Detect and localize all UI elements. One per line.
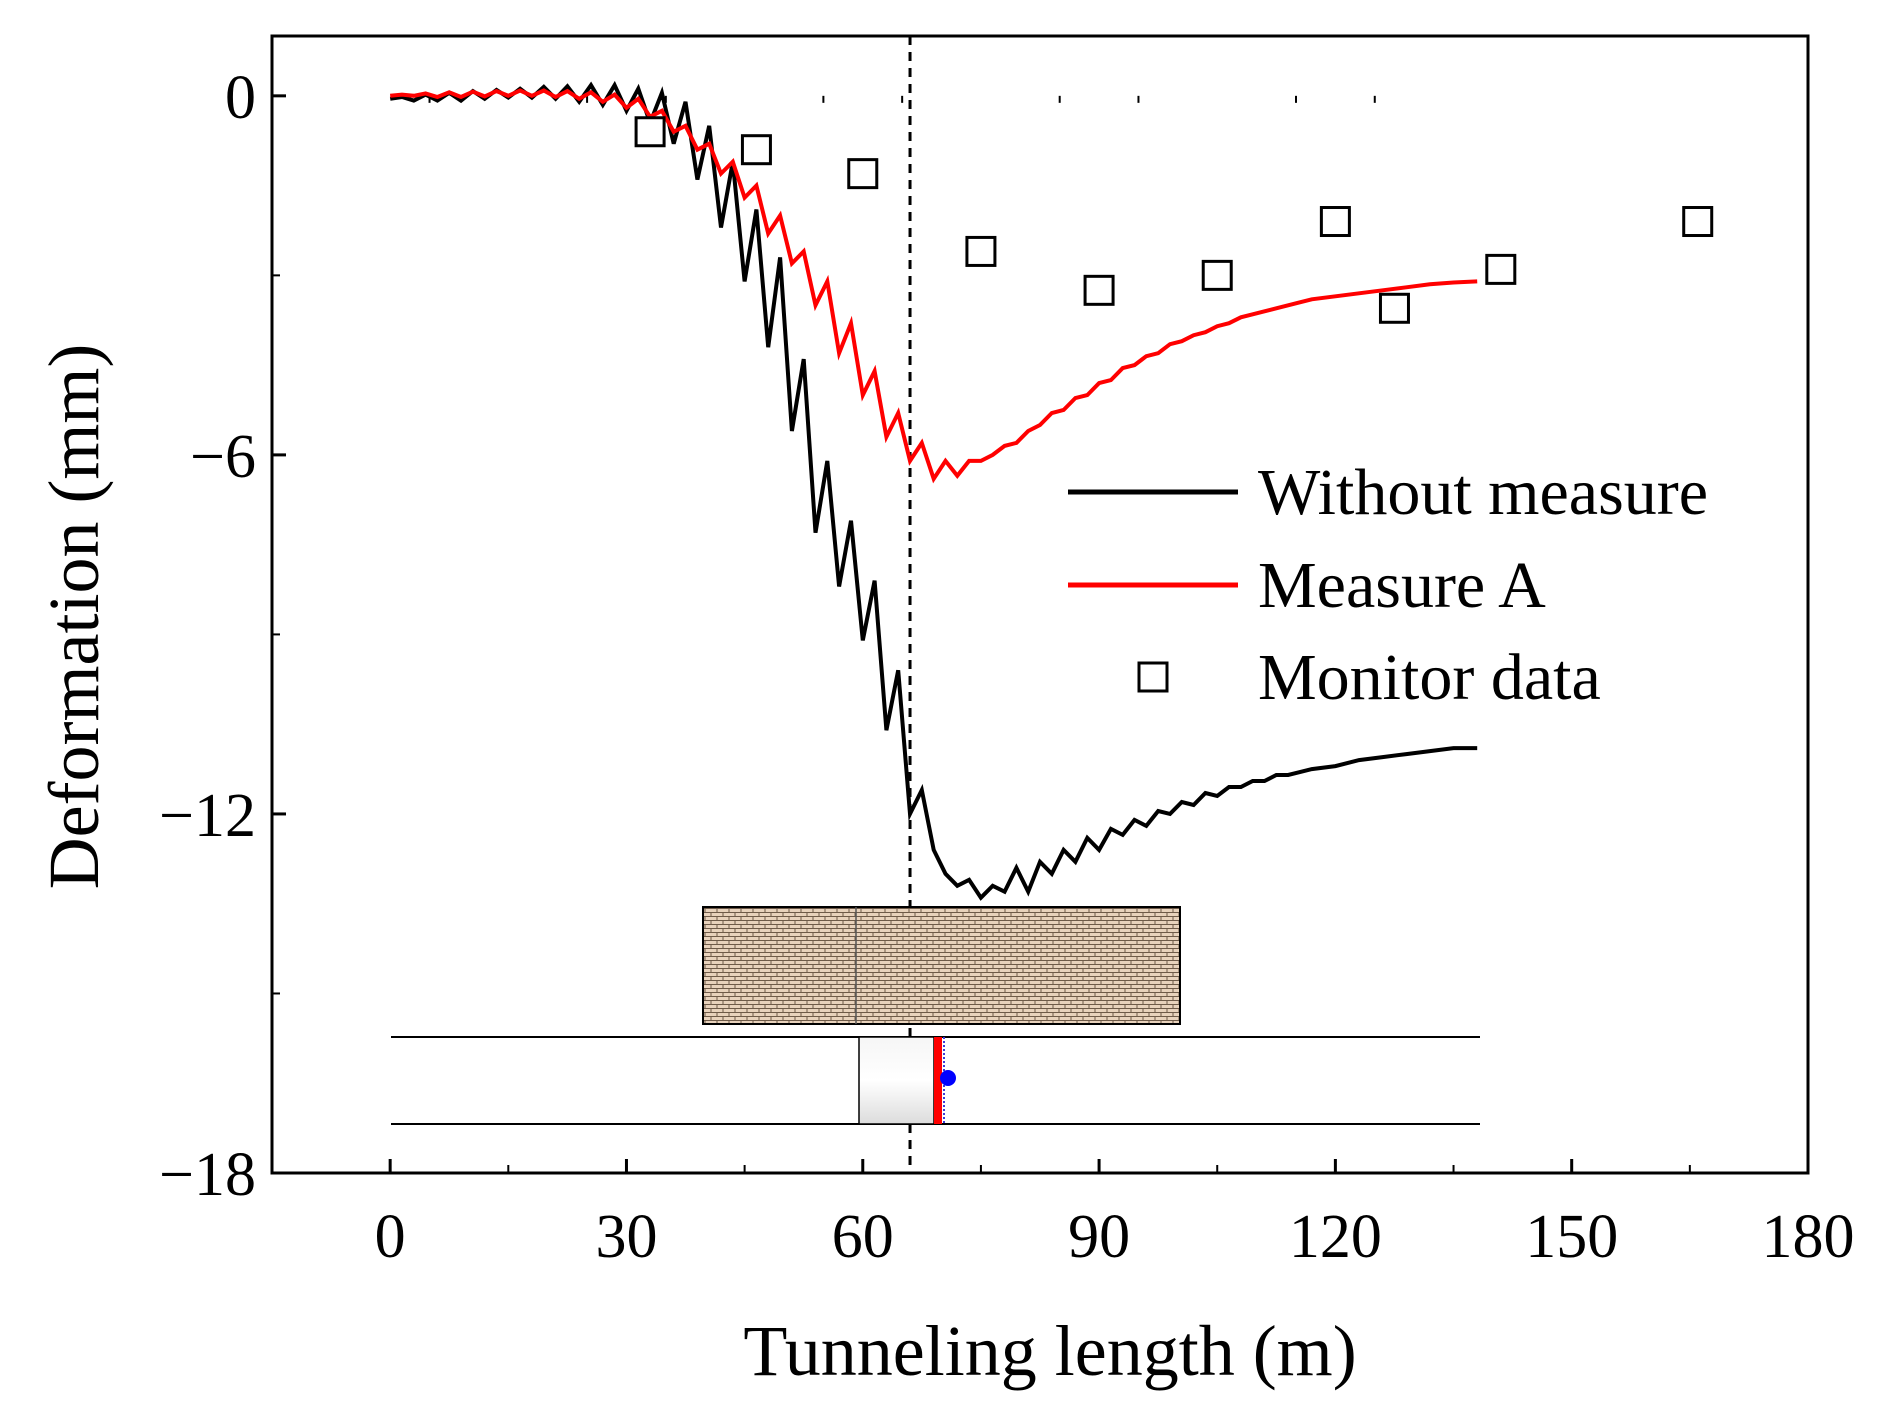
- x-tick-label: 120: [1289, 1203, 1382, 1271]
- legend-label-without-measure: Without measure: [1258, 456, 1708, 529]
- y-axis-ticks: 0 −6 −12 −18: [159, 64, 286, 1209]
- y-tick-label: −12: [159, 782, 256, 850]
- x-axis-label: Tunneling length (m): [743, 1311, 1356, 1391]
- tunnel-schematic: [391, 906, 1480, 1125]
- data-point-monitor-data: [1378, 292, 1410, 324]
- plot-frame: [270, 34, 1810, 1175]
- shield-machine-icon: [858, 1036, 935, 1125]
- data-point-monitor-data: [1201, 259, 1233, 291]
- legend-swatch-monitor-data: [1137, 661, 1169, 693]
- x-tick-label: 60: [832, 1203, 894, 1271]
- data-point-monitor-data: [1682, 206, 1714, 238]
- x-tick-label: 90: [1068, 1203, 1130, 1271]
- data-point-monitor-data: [965, 235, 997, 267]
- data-point-monitor-data: [740, 134, 772, 166]
- x-tick-label: 0: [375, 1203, 406, 1271]
- y-axis-label: Deformation (mm): [34, 344, 114, 890]
- monitor-point-icon: [940, 1070, 956, 1086]
- series-line-measure-a: [389, 88, 1478, 484]
- data-point-monitor-data: [847, 158, 879, 190]
- legend-label-monitor-data: Monitor data: [1258, 641, 1601, 714]
- x-tick-label: 180: [1762, 1203, 1855, 1271]
- y-tick-label: −6: [190, 423, 256, 491]
- data-point-monitor-data: [1485, 253, 1517, 285]
- building-block-icon: [702, 906, 1181, 1025]
- y-tick-label: −18: [159, 1141, 256, 1209]
- data-point-monitor-data: [1083, 274, 1115, 306]
- y-tick-label: 0: [225, 64, 256, 132]
- data-point-monitor-data: [634, 116, 666, 148]
- x-tick-label: 30: [595, 1203, 657, 1271]
- legend-label-measure-a: Measure A: [1258, 549, 1546, 622]
- x-tick-label: 150: [1525, 1203, 1618, 1271]
- x-axis-ticks: 0 30 60 90 120 150 180: [375, 95, 1855, 1271]
- series-layer: [389, 80, 1714, 901]
- legend: Without measure Measure A Monitor data: [1068, 456, 1708, 714]
- data-point-monitor-data: [1319, 206, 1351, 238]
- excavation-face-icon: [934, 1037, 942, 1124]
